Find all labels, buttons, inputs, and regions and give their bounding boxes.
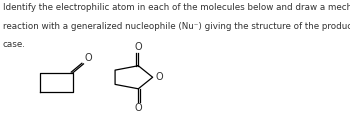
Text: O: O <box>134 103 142 113</box>
Text: reaction with a generalized nucleophile (Nu⁻) giving the structure of the produc: reaction with a generalized nucleophile … <box>3 22 350 31</box>
Text: case.: case. <box>3 40 26 49</box>
Text: Identify the electrophilic atom in each of the molecules below and draw a mechan: Identify the electrophilic atom in each … <box>3 3 350 12</box>
Text: O: O <box>85 53 92 63</box>
Text: O: O <box>134 42 142 52</box>
Text: O: O <box>155 72 163 82</box>
